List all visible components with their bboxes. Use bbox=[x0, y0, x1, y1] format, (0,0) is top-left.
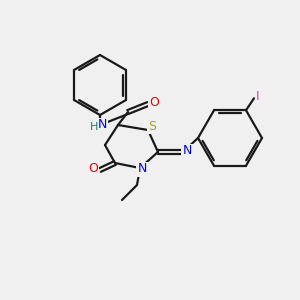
Text: O: O bbox=[149, 95, 159, 109]
Text: N: N bbox=[182, 145, 192, 158]
Text: I: I bbox=[256, 90, 260, 103]
Text: O: O bbox=[88, 163, 98, 176]
Text: N: N bbox=[97, 118, 107, 131]
Text: N: N bbox=[137, 163, 147, 176]
Text: H: H bbox=[90, 122, 98, 132]
Text: S: S bbox=[148, 119, 156, 133]
